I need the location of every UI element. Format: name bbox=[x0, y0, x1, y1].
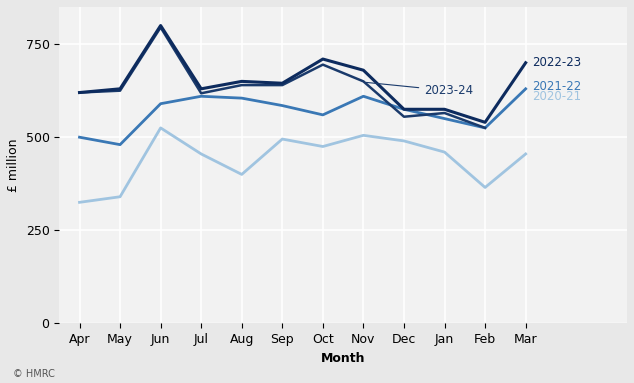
Y-axis label: £ million: £ million bbox=[7, 138, 20, 192]
Text: 2021-22: 2021-22 bbox=[532, 80, 581, 93]
Text: 2022-23: 2022-23 bbox=[532, 56, 581, 69]
Text: 2023-24: 2023-24 bbox=[366, 82, 474, 97]
Text: © HMRC: © HMRC bbox=[13, 369, 55, 379]
X-axis label: Month: Month bbox=[321, 352, 365, 365]
Text: 2020-21: 2020-21 bbox=[532, 90, 581, 103]
